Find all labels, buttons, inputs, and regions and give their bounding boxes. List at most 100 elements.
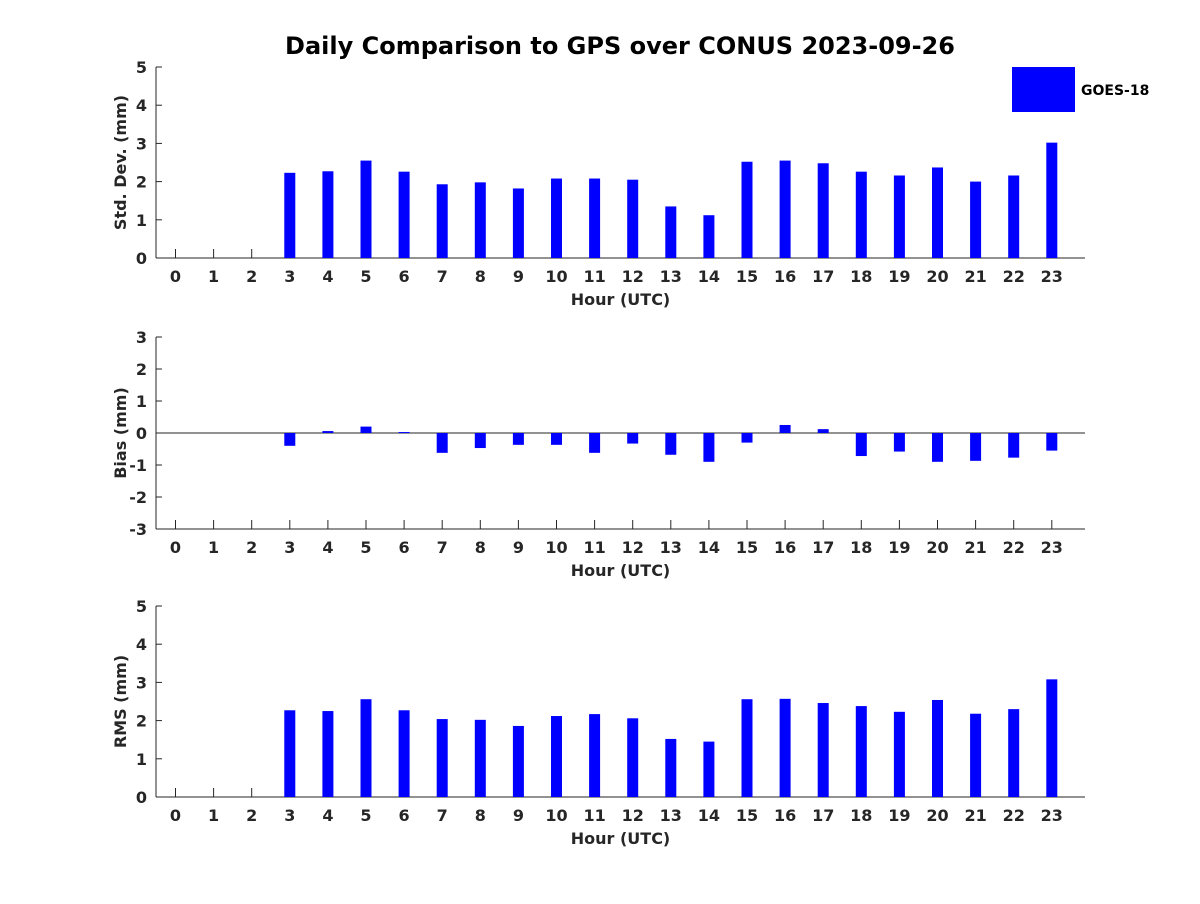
x-tick-label: 13 [660,806,682,825]
x-tick-label: 16 [774,267,796,286]
bar-std-hour-7 [436,184,448,258]
bar-rms-hour-4 [322,711,334,797]
y-tick-label: 3 [136,328,147,347]
bar-rms-hour-15 [741,699,753,797]
x-tick-label: 9 [513,267,524,286]
y-tick-label: 0 [136,788,147,807]
bar-rms-hour-13 [665,738,677,797]
x-tick-label: 18 [850,267,872,286]
bar-bias-hour-12 [627,433,639,444]
x-tick-label: 12 [622,806,644,825]
x-tick-label: 1 [208,538,219,557]
y-tick-label: 1 [136,211,147,230]
legend: GOES-18 [1012,67,1149,112]
x-tick-label: 2 [246,806,257,825]
x-tick-label: 10 [545,538,567,557]
bar-bias-hour-19 [893,433,905,452]
bar-std-hour-3 [284,172,296,258]
x-tick-label: 17 [812,538,834,557]
bar-bias-hour-18 [855,433,867,457]
bar-rms-hour-3 [284,710,296,797]
x-tick-label: 1 [208,267,219,286]
bar-std-hour-6 [398,171,410,258]
bar-rms-hour-12 [627,718,639,797]
x-tick-label: 21 [964,267,986,286]
bar-rms-hour-19 [893,711,905,797]
x-tick-label: 6 [399,538,410,557]
y-tick-label: 0 [136,424,147,443]
x-tick-label: 19 [888,538,910,557]
x-axis-label: Hour (UTC) [571,561,671,580]
bar-rms-hour-9 [512,725,524,797]
x-tick-label: 14 [698,806,720,825]
bar-rms-hour-20 [932,699,943,797]
bar-bias-hour-7 [436,433,448,453]
x-tick-label: 3 [284,538,295,557]
x-tick-label: 17 [812,267,834,286]
y-tick-label: -1 [129,456,147,475]
bar-rms-hour-23 [1046,679,1058,797]
y-tick-label: -3 [129,520,147,539]
bar-std-hour-19 [893,175,905,258]
x-tick-label: 5 [360,267,371,286]
x-tick-label: 19 [888,806,910,825]
y-axis-label: Bias (mm) [111,387,130,479]
bar-std-hour-9 [512,188,524,258]
x-tick-label: 5 [360,806,371,825]
x-tick-label: 11 [583,538,605,557]
chart-title: Daily Comparison to GPS over CONUS 2023-… [285,32,955,60]
bar-std-hour-23 [1046,142,1058,258]
x-tick-label: 17 [812,806,834,825]
x-tick-label: 2 [246,538,257,557]
x-tick-label: 21 [964,806,986,825]
x-tick-label: 6 [399,806,410,825]
x-tick-label: 14 [698,267,720,286]
x-tick-label: 16 [774,538,796,557]
x-tick-label: 13 [660,538,682,557]
x-tick-label: 22 [1003,806,1025,825]
y-tick-label: 0 [136,249,147,268]
y-tick-label: 4 [136,635,147,654]
legend-swatch [1012,67,1075,112]
x-tick-label: 0 [170,806,181,825]
bar-bias-hour-5 [360,426,372,433]
bar-std-hour-17 [817,163,829,258]
y-tick-label: 2 [136,712,147,731]
bar-bias-hour-3 [284,433,296,446]
bar-bias-hour-23 [1046,433,1058,451]
bar-std-hour-21 [970,181,982,258]
bar-rms-hour-7 [436,719,448,797]
bar-std-hour-11 [589,178,601,258]
x-tick-label: 2 [246,267,257,286]
y-tick-label: 3 [136,134,147,153]
bar-rms-hour-6 [398,710,410,797]
legend-label: GOES-18 [1081,83,1149,99]
x-tick-label: 20 [926,267,948,286]
x-tick-label: 1 [208,806,219,825]
x-tick-label: 7 [437,267,448,286]
x-tick-label: 15 [736,267,758,286]
x-tick-label: 4 [322,267,333,286]
bar-bias-hour-13 [665,433,677,455]
bar-rms-hour-10 [551,716,562,797]
bar-rms-hour-14 [703,741,715,797]
x-tick-label: 0 [170,267,181,286]
x-tick-label: 10 [545,806,567,825]
bar-bias-hour-6 [398,432,410,434]
y-tick-label: -2 [129,488,147,507]
bar-rms-hour-11 [589,714,601,797]
x-tick-label: 15 [736,806,758,825]
x-tick-label: 20 [926,538,948,557]
y-tick-label: 5 [136,597,147,616]
x-tick-label: 21 [964,538,986,557]
bar-rms-hour-18 [855,706,867,797]
x-tick-label: 12 [622,538,644,557]
x-tick-label: 22 [1003,267,1025,286]
bar-bias-hour-9 [512,433,524,445]
x-tick-label: 3 [284,806,295,825]
